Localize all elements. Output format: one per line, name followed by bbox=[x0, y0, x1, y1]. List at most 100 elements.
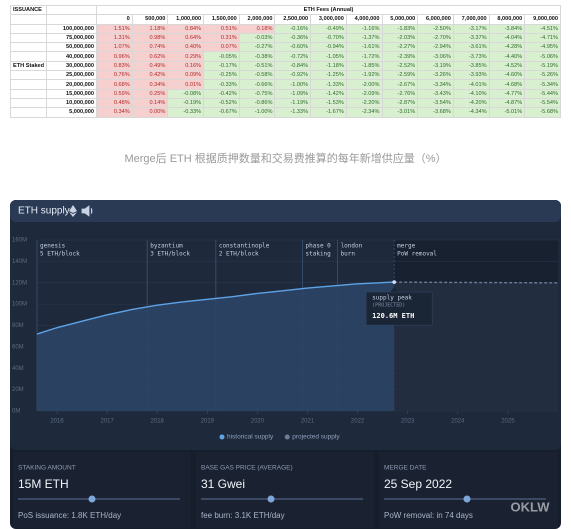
value-cell: -2.50% bbox=[417, 23, 454, 34]
value-cell: -3.93% bbox=[452, 70, 490, 81]
value-cell: 0.74% bbox=[131, 42, 169, 53]
event-detail: burn bbox=[341, 251, 356, 258]
tooltip-title: supply peak bbox=[372, 295, 412, 302]
value-cell: -5.01% bbox=[488, 107, 526, 118]
event-detail: staking bbox=[306, 251, 332, 258]
empty-cell bbox=[10, 79, 47, 90]
value-cell: -0.49% bbox=[310, 23, 347, 34]
value-cell: -3.01% bbox=[381, 107, 419, 118]
row-label: 75,000,000 bbox=[46, 32, 97, 44]
row-label: 30,000,000 bbox=[46, 60, 97, 72]
value-cell: 0.98% bbox=[131, 32, 169, 44]
value-cell: -4.71% bbox=[524, 32, 562, 44]
event-label: merge bbox=[397, 243, 415, 250]
y-tick-label: 20M bbox=[12, 387, 24, 393]
value-cell: -2.94% bbox=[417, 42, 454, 53]
value-cell: -0.86% bbox=[238, 97, 276, 109]
value-cell: -0.92% bbox=[274, 70, 312, 81]
value-cell: -0.33% bbox=[167, 107, 205, 118]
value-cell: -2.27% bbox=[381, 42, 419, 53]
value-cell: -1.33% bbox=[274, 107, 312, 118]
tooltip-subtitle: (PROJECTED) bbox=[372, 303, 405, 309]
table-row: 50,000,000 1.07% 0.74% 0.40% 0.07% -0.27% -0.6… bbox=[10, 42, 562, 53]
value-cell: -3.84% bbox=[488, 23, 526, 34]
control-label: MERGE DATE bbox=[384, 465, 427, 472]
value-cell: 0.25% bbox=[131, 88, 169, 99]
value-cell: -1.53% bbox=[310, 97, 347, 109]
y-tick-label: 160M bbox=[12, 238, 27, 244]
value-cell: -1.61% bbox=[345, 42, 383, 53]
value-cell: -1.18% bbox=[310, 60, 347, 72]
table-row: 100,000,000 1.51% 1.18% 0.84% 0.51% 0.18% -0.1… bbox=[10, 23, 562, 34]
value-cell: 0.48% bbox=[96, 97, 133, 109]
value-cell: -1.09% bbox=[274, 88, 312, 99]
event-detail: 5 ETH/block bbox=[40, 251, 80, 258]
column-header: 4,000,000 bbox=[345, 14, 383, 25]
value-cell: -0.38% bbox=[238, 51, 276, 62]
sound-icon[interactable] bbox=[81, 205, 93, 217]
control-value: 15M ETH bbox=[18, 477, 69, 491]
value-cell: 0.01% bbox=[167, 79, 205, 90]
slider-knob[interactable] bbox=[463, 495, 471, 503]
value-cell: -3.17% bbox=[452, 23, 490, 34]
x-tick-label: 2016 bbox=[50, 419, 64, 425]
value-cell: -0.94% bbox=[310, 42, 347, 53]
control-label: STAKING AMOUNT bbox=[18, 465, 76, 472]
value-cell: -2.20% bbox=[345, 97, 383, 109]
value-cell: -1.33% bbox=[310, 79, 347, 90]
empty-cell bbox=[10, 70, 47, 81]
value-cell: 0.40% bbox=[167, 42, 205, 53]
slider-knob[interactable] bbox=[267, 495, 275, 503]
y-tick-label: 140M bbox=[12, 259, 27, 265]
y-tick-label: 60M bbox=[12, 344, 24, 350]
tooltip-value: 120.6M ETH bbox=[372, 312, 414, 320]
value-cell: -0.67% bbox=[203, 107, 240, 118]
x-tick-label: 2023 bbox=[401, 419, 415, 425]
value-cell: 0.64% bbox=[167, 32, 205, 44]
issuance-table: ISSUANCE ETH Fees (Annual) 0 500,000 1,000,0… bbox=[10, 4, 562, 118]
value-cell: -0.70% bbox=[310, 32, 347, 44]
column-header: 1,500,000 bbox=[203, 14, 240, 25]
value-cell: -2.03% bbox=[381, 32, 419, 44]
column-header: 9,000,000 bbox=[524, 14, 562, 25]
value-cell: -1.92% bbox=[345, 70, 383, 81]
column-header: 3,000,000 bbox=[310, 14, 347, 25]
legend-label: projected supply bbox=[292, 434, 340, 441]
value-cell: -0.58% bbox=[238, 70, 276, 81]
x-tick-label: 2025 bbox=[501, 419, 515, 425]
slider-knob[interactable] bbox=[88, 495, 96, 503]
value-cell: -4.04% bbox=[488, 32, 526, 44]
supply-area bbox=[37, 282, 395, 411]
empty-cell bbox=[10, 107, 47, 118]
value-cell: 0.09% bbox=[167, 70, 205, 81]
value-cell: -3.85% bbox=[452, 60, 490, 72]
value-cell: -1.37% bbox=[345, 32, 383, 44]
value-cell: -0.08% bbox=[167, 88, 205, 99]
value-cell: 0.16% bbox=[167, 60, 205, 72]
y-tick-label: 80M bbox=[12, 323, 24, 329]
value-cell: 0.00% bbox=[131, 107, 169, 118]
value-cell: 0.68% bbox=[96, 79, 133, 90]
value-cell: -0.03% bbox=[238, 32, 276, 44]
value-cell: -1.00% bbox=[238, 107, 276, 118]
control-value: 25 Sep 2022 bbox=[384, 477, 452, 491]
table-row: ETH Staked 30,000,000 0.83% 0.49% 0.16% -0.17… bbox=[10, 60, 562, 72]
table-row: 75,000,000 1.31% 0.98% 0.64% 0.31% -0.03% -0.3… bbox=[10, 32, 562, 44]
empty-cell bbox=[46, 4, 97, 16]
value-cell: -0.27% bbox=[238, 42, 276, 53]
event-label: constantinople bbox=[219, 243, 270, 250]
table-row: 5,000,000 0.34% 0.00% -0.33% -0.67% -1.00% -1.… bbox=[10, 107, 562, 118]
x-tick-label: 2022 bbox=[351, 419, 365, 425]
value-cell: 1.07% bbox=[96, 42, 133, 53]
value-cell: -4.28% bbox=[488, 42, 526, 53]
event-detail: PoW removal bbox=[397, 251, 437, 258]
column-header: 0 bbox=[96, 14, 133, 25]
value-cell: 0.76% bbox=[96, 70, 133, 81]
empty-cell bbox=[46, 14, 97, 25]
empty-cell bbox=[10, 97, 47, 109]
value-cell: -1.67% bbox=[310, 107, 347, 118]
value-cell: -5.06% bbox=[524, 51, 562, 62]
value-cell: -0.33% bbox=[203, 79, 240, 90]
value-cell: -4.10% bbox=[452, 88, 490, 99]
value-cell: 1.51% bbox=[96, 23, 133, 34]
